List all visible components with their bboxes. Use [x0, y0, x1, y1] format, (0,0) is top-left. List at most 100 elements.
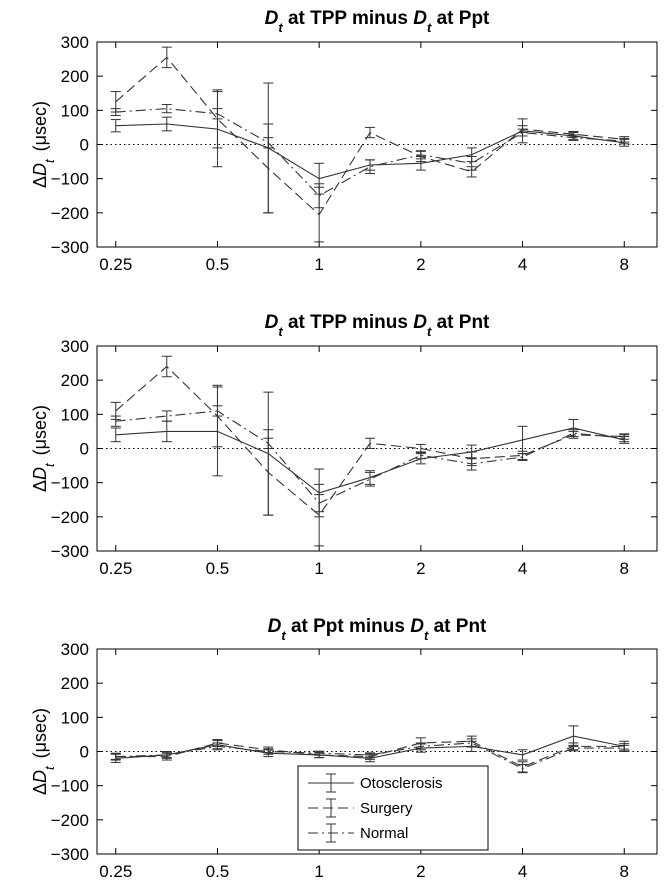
error-bar: [466, 738, 477, 748]
x-tick-label: 1: [314, 559, 323, 578]
series-otosclerosis: [110, 82, 630, 214]
error-bar: [314, 494, 325, 513]
x-tick-label: 0.5: [206, 559, 230, 578]
x-tick-label: 4: [518, 862, 527, 881]
error-bar: [110, 427, 121, 443]
error-bar: [263, 437, 274, 449]
y-tick-label: 300: [61, 33, 89, 52]
error-bar: [263, 137, 274, 149]
y-tick-label: −100: [51, 474, 89, 493]
y-tick-label: 100: [61, 708, 89, 727]
x-tick-label: 2: [416, 255, 425, 274]
error-bar: [466, 457, 477, 471]
legend-label: Surgery: [360, 800, 413, 817]
chart-panel-1: Dt at TPP minus Dt at Ppt 300 200 100 0 −100 −…: [30, 8, 658, 274]
error-bar: [314, 183, 325, 209]
legend: Otosclerosis Surgery Normal: [297, 765, 489, 851]
x-tick-label: 1: [314, 255, 323, 274]
error-bar: [364, 159, 375, 175]
error-bar: [110, 753, 121, 760]
series-normal: [110, 738, 630, 774]
y-tick-label: −300: [51, 238, 89, 257]
y-tick-label: −100: [51, 170, 89, 189]
y-tick-label: 200: [61, 674, 89, 693]
x-tick-label: 8: [620, 559, 629, 578]
error-bar: [314, 483, 325, 547]
series-normal: [110, 405, 630, 513]
x-tick-label: 8: [620, 255, 629, 274]
error-bar: [517, 749, 528, 761]
error-bar: [212, 742, 223, 751]
y-tick-label: 200: [61, 371, 89, 390]
series-surgery: [110, 46, 630, 243]
error-bar: [212, 108, 223, 120]
x-tick-label: 2: [416, 559, 425, 578]
chart-title: Dt at TPP minus Dt at Pnt: [265, 312, 490, 339]
error-bar: [415, 150, 426, 160]
x-tick-label: 0.25: [99, 559, 132, 578]
error-bar: [263, 748, 274, 755]
error-bar: [364, 437, 375, 449]
x-tick-label: 4: [518, 255, 527, 274]
legend-label: Normal: [360, 825, 408, 842]
y-tick-label: 0: [80, 440, 89, 459]
y-tick-label: 300: [61, 337, 89, 356]
y-tick-label: 200: [61, 67, 89, 86]
error-bar: [568, 134, 579, 141]
chart-title: Dt at TPP minus Dt at Ppt: [265, 8, 490, 35]
error-bar: [619, 434, 630, 443]
error-bar: [517, 128, 528, 137]
chart-title: Dt at Ppt minus Dt at Pnt: [268, 616, 487, 643]
y-axis-label: ΔDt(μsec): [30, 708, 57, 795]
error-bar: [314, 750, 325, 756]
error-bar: [364, 126, 375, 139]
y-axis-label: ΔDt(μsec): [30, 405, 57, 492]
error-bar: [517, 763, 528, 774]
series-line: [115, 108, 625, 197]
error-bar: [364, 471, 375, 487]
x-tick-label: 4: [518, 559, 527, 578]
x-tick-label: 0.25: [99, 862, 132, 881]
error-bar: [415, 742, 426, 751]
error-bar: [161, 46, 172, 69]
x-tick-label: 0.5: [206, 862, 230, 881]
legend-entry-otosclerosis: Otosclerosis: [308, 773, 443, 793]
error-bar: [415, 451, 426, 460]
legend-label: Otosclerosis: [360, 775, 443, 792]
y-tick-label: −100: [51, 777, 89, 796]
y-tick-label: −200: [51, 508, 89, 527]
x-tick-label: 1: [314, 862, 323, 881]
error-bar: [212, 405, 223, 417]
error-bar: [161, 116, 172, 132]
error-bar: [161, 104, 172, 114]
series-line: [115, 410, 625, 504]
x-tick-label: 0.25: [99, 255, 132, 274]
y-axis-label: ΔDt(μsec): [30, 101, 57, 188]
y-tick-label: −200: [51, 204, 89, 223]
error-bar: [619, 137, 630, 145]
legend-entry-surgery: Surgery: [308, 798, 413, 818]
error-bar: [161, 410, 172, 422]
x-tick-label: 0.5: [206, 255, 230, 274]
error-bar: [568, 744, 579, 752]
y-tick-label: −300: [51, 542, 89, 561]
series-otosclerosis: [110, 386, 630, 518]
series-normal: [110, 104, 630, 209]
y-tick-label: −200: [51, 811, 89, 830]
y-tick-label: 0: [80, 743, 89, 762]
error-bar: [161, 355, 172, 378]
error-bar: [517, 453, 528, 461]
y-tick-label: 100: [61, 101, 89, 120]
y-tick-label: −300: [51, 845, 89, 864]
y-tick-label: 300: [61, 640, 89, 659]
error-bar: [466, 155, 477, 171]
y-tick-label: 100: [61, 405, 89, 424]
error-bar: [110, 415, 121, 427]
error-bar: [110, 108, 121, 116]
x-tick-label: 8: [620, 862, 629, 881]
series-surgery: [110, 355, 630, 547]
error-bar: [364, 752, 375, 758]
error-bar: [161, 751, 172, 759]
error-bar: [568, 429, 579, 438]
